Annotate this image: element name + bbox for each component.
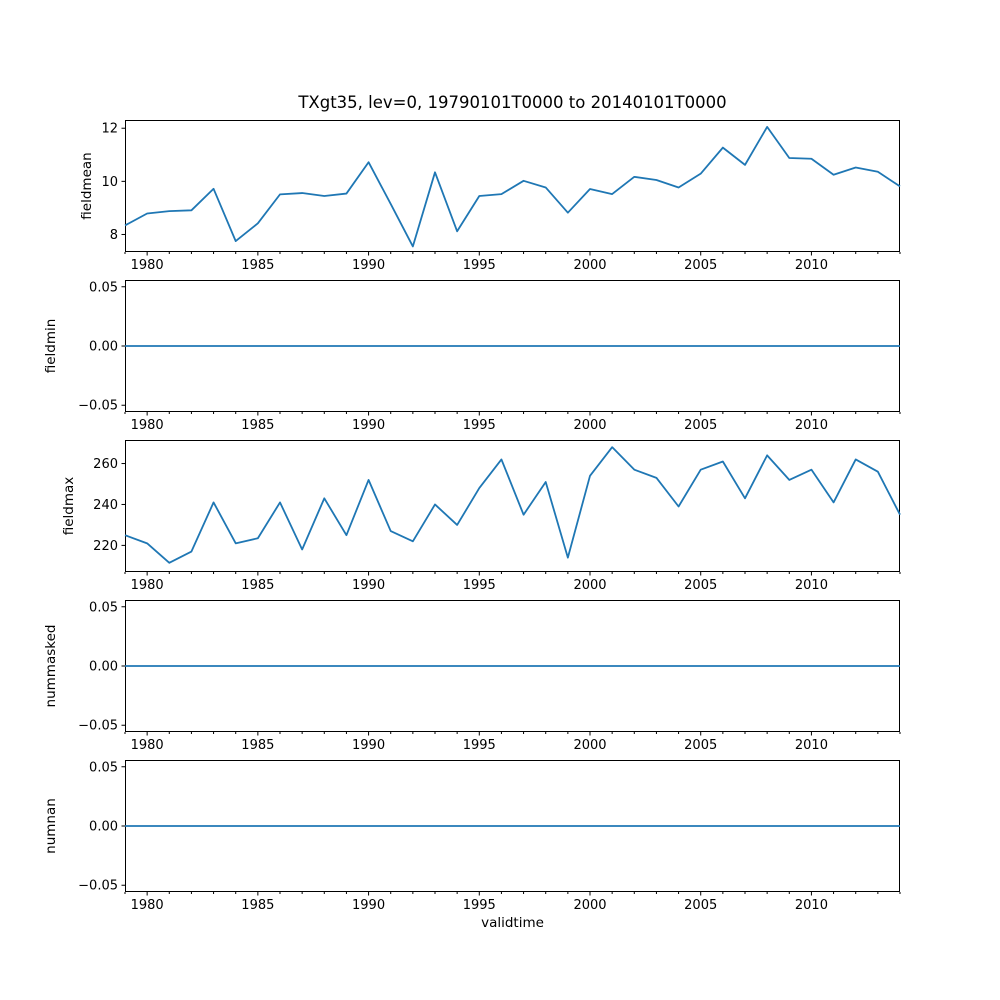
y-tick-label: 12 <box>101 122 118 137</box>
axes-frame <box>125 440 900 572</box>
x-tick-label: 1990 <box>352 898 385 913</box>
x-tick-label: 1985 <box>241 258 274 273</box>
x-tick-label: 1995 <box>463 738 496 753</box>
axes-frame <box>125 120 900 252</box>
x-tick-label: 2010 <box>795 578 828 593</box>
x-tick-label: 2005 <box>684 578 717 593</box>
x-tick-label: 2005 <box>684 898 717 913</box>
x-tick-label: 1980 <box>131 258 164 273</box>
y-tick-label: −0.05 <box>78 879 118 894</box>
subplot-numnan: numnan 1980 1985 1990 1995 2000 2005 2010 −0.05… <box>43 760 901 913</box>
series-line <box>124 126 901 248</box>
y-tick-label: −0.05 <box>78 719 118 734</box>
x-tick-label: 2010 <box>795 898 828 913</box>
y-axis-label-fieldmean: fieldmean <box>79 152 95 220</box>
x-tick-label: 1985 <box>241 418 274 433</box>
x-tick-label: 1990 <box>352 258 385 273</box>
plot-area-fieldmean: 1980 1985 1990 1995 2000 2005 2010 8 10 12 <box>101 120 901 273</box>
plot-area-numnan: 1980 1985 1990 1995 2000 2005 2010 −0.05 0.00 0.0… <box>78 760 901 913</box>
x-tick-label: 1980 <box>131 578 164 593</box>
x-tick-label: 2010 <box>795 258 828 273</box>
y-tick-label: 220 <box>93 539 118 554</box>
subplot-fieldmin: fieldmin 1980 1985 1990 1995 2000 2005 2010 −0.… <box>43 280 901 433</box>
y-tick-label: 0.00 <box>89 660 118 675</box>
x-tick-label: 1990 <box>352 418 385 433</box>
x-tick-label: 2005 <box>684 258 717 273</box>
x-tick-label: 2010 <box>795 738 828 753</box>
x-tick-label: 2000 <box>573 738 606 753</box>
x-tick-label: 2000 <box>573 898 606 913</box>
x-tick-label: 2000 <box>573 418 606 433</box>
x-tick-label: 1995 <box>463 418 496 433</box>
x-tick-label: 1995 <box>463 578 496 593</box>
x-tick-label: 2010 <box>795 418 828 433</box>
y-axis-label-fieldmin: fieldmin <box>43 318 59 374</box>
x-axis-label: validtime <box>481 915 544 931</box>
x-tick-label: 1990 <box>352 578 385 593</box>
subplot-fieldmean: fieldmean 1980 1985 1990 1995 2000 2005 2010 8 1… <box>79 120 901 273</box>
y-tick-label: 8 <box>110 228 118 243</box>
x-tick-label: 1980 <box>131 898 164 913</box>
y-tick-label: −0.05 <box>78 399 118 414</box>
plot-area-fieldmin: 1980 1985 1990 1995 2000 2005 2010 −0.05 0.00 0.0… <box>78 280 901 433</box>
y-tick-label: 0.00 <box>89 340 118 355</box>
subplot-fieldmax: fieldmax 1980 1985 1990 1995 2000 2005 2010 220… <box>61 440 901 593</box>
y-tick-label: 240 <box>93 498 118 513</box>
x-tick-label: 2005 <box>684 738 717 753</box>
subplot-nummasked: nummasked 1980 1985 1990 1995 2000 2005 2010 −0… <box>43 600 901 753</box>
x-tick-label: 1995 <box>463 898 496 913</box>
x-tick-label: 2000 <box>573 578 606 593</box>
x-tick-label: 2005 <box>684 418 717 433</box>
y-axis-label-numnan: numnan <box>43 798 59 854</box>
x-tick-label: 1990 <box>352 738 385 753</box>
series-line <box>124 446 901 564</box>
y-tick-label: 10 <box>101 175 118 190</box>
x-tick-label: 1980 <box>131 738 164 753</box>
y-axis-label-fieldmax: fieldmax <box>61 476 77 536</box>
x-tick-label: 1985 <box>241 578 274 593</box>
x-tick-label: 2000 <box>573 258 606 273</box>
plot-area-nummasked: 1980 1985 1990 1995 2000 2005 2010 −0.05 0.00 0.0… <box>78 600 901 753</box>
x-tick-label: 1985 <box>241 898 274 913</box>
y-tick-label: 0.05 <box>89 280 118 295</box>
y-tick-label: 0.05 <box>89 600 118 615</box>
y-tick-label: 260 <box>93 457 118 472</box>
y-axis-label-nummasked: nummasked <box>43 624 59 708</box>
x-tick-label: 1980 <box>131 418 164 433</box>
x-tick-label: 1985 <box>241 738 274 753</box>
y-tick-label: 0.05 <box>89 760 118 775</box>
figure-title: TXgt35, lev=0, 19790101T0000 to 20140101… <box>298 93 727 112</box>
x-tick-label: 1995 <box>463 258 496 273</box>
y-tick-label: 0.00 <box>89 820 118 835</box>
plot-area-fieldmax: 1980 1985 1990 1995 2000 2005 2010 220 240 260 <box>93 440 901 593</box>
